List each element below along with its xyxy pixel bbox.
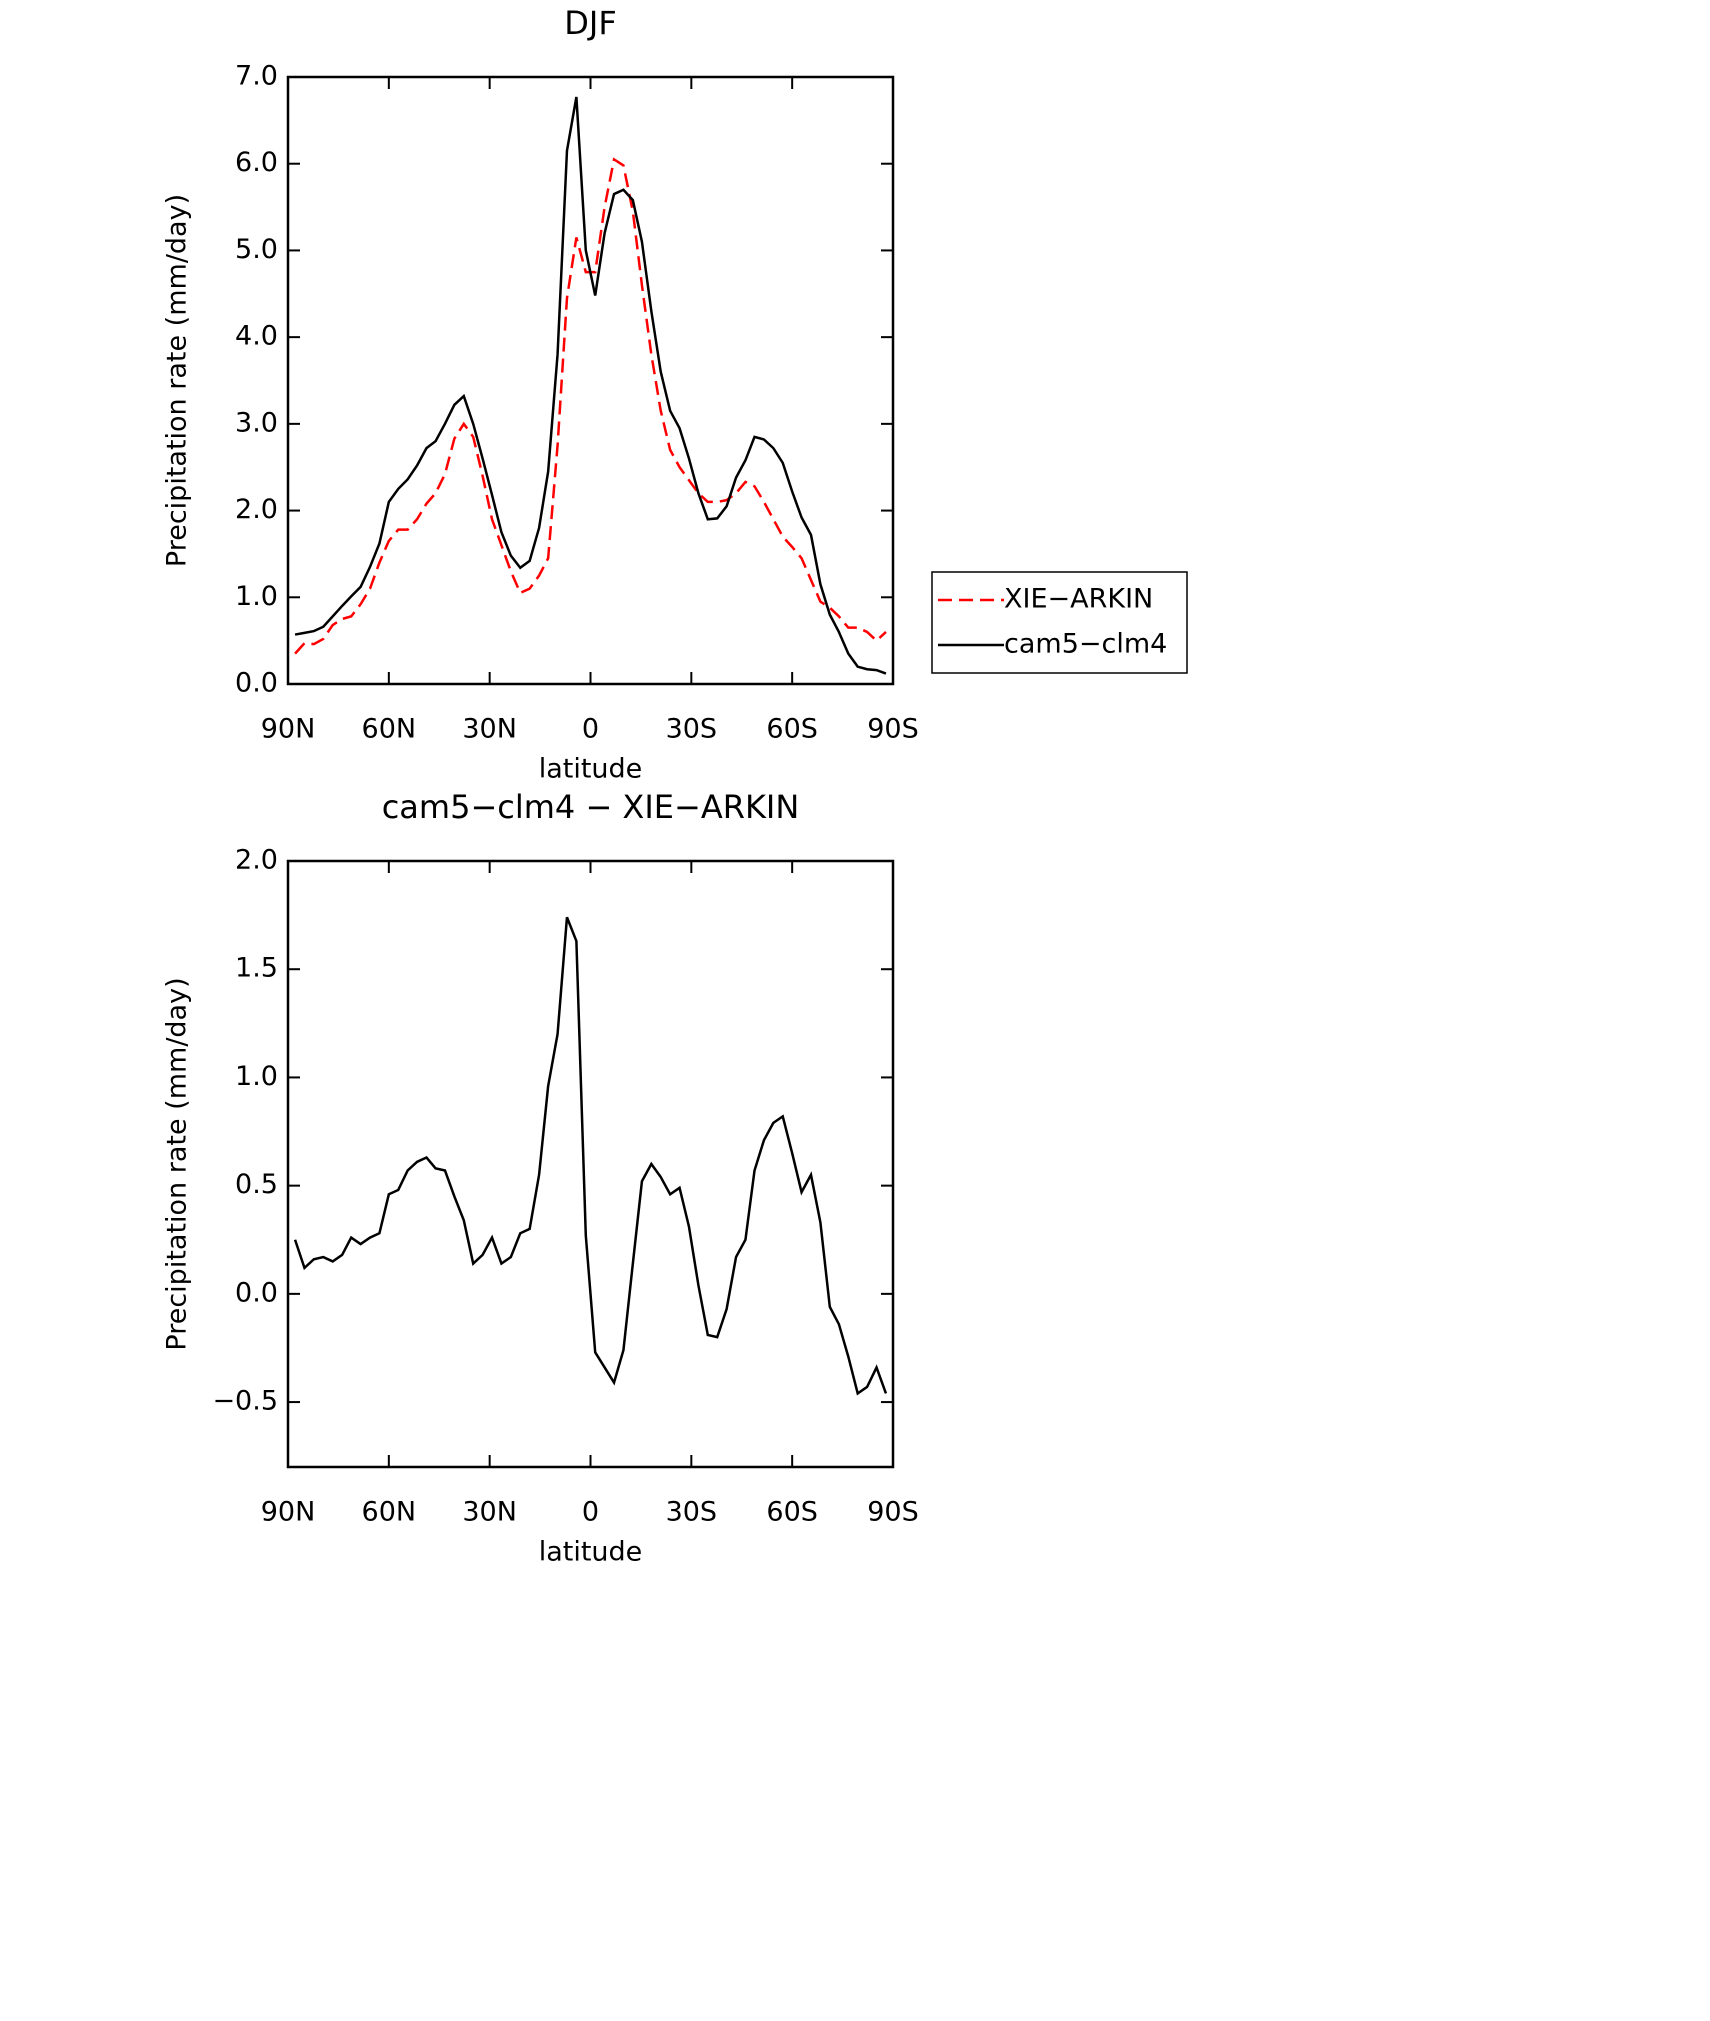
y-tick-label: 6.0 — [235, 147, 278, 178]
data-line — [294, 96, 887, 675]
x-tick-label: 60S — [766, 1497, 818, 1528]
x-tick-label: 60N — [362, 1497, 417, 1528]
legend-label: cam5−clm4 — [1004, 629, 1167, 660]
x-tick-label: 30N — [462, 1497, 517, 1528]
y-tick-label: 0.0 — [235, 668, 278, 699]
x-axis-label: latitude — [539, 1537, 643, 1568]
y-tick-label: 7.0 — [235, 61, 278, 92]
x-tick-label: 0 — [582, 1497, 599, 1528]
y-tick-label: 2.0 — [235, 494, 278, 525]
y-tick-label: 5.0 — [235, 234, 278, 265]
x-tick-label: 90N — [261, 714, 316, 745]
chart-title: cam5−clm4 − XIE−ARKIN — [382, 788, 800, 826]
y-tick-label: 0.5 — [235, 1169, 278, 1200]
chart-title: DJF — [564, 4, 616, 42]
y-tick-label: 2.0 — [235, 845, 278, 876]
y-tick-label: −0.5 — [212, 1386, 278, 1417]
y-tick-label: 1.0 — [235, 1061, 278, 1092]
y-tick-label: 0.0 — [235, 1277, 278, 1308]
plot-frame — [286, 75, 895, 686]
y-tick-label: 1.5 — [235, 953, 278, 984]
legend-box — [931, 571, 1188, 674]
y-tick-label: 4.0 — [235, 321, 278, 352]
x-tick-label: 90N — [261, 1497, 316, 1528]
y-axis-label: Precipitation rate (mm/day) — [162, 977, 193, 1350]
x-axis-label: latitude — [539, 754, 643, 785]
y-axis-label: Precipitation rate (mm/day) — [162, 194, 193, 567]
x-tick-label: 30S — [666, 1497, 718, 1528]
y-tick-label: 3.0 — [235, 407, 278, 438]
legend-label: XIE−ARKIN — [1004, 584, 1153, 615]
x-tick-label: 0 — [582, 714, 599, 745]
x-tick-label: 90S — [867, 1497, 919, 1528]
x-tick-label: 90S — [867, 714, 919, 745]
x-tick-label: 30S — [666, 714, 718, 745]
data-line — [294, 157, 887, 655]
plot-frame — [286, 859, 895, 1469]
x-tick-label: 30N — [462, 714, 517, 745]
x-tick-label: 60N — [362, 714, 417, 745]
data-line — [293, 916, 888, 1396]
x-tick-label: 60S — [766, 714, 818, 745]
y-tick-label: 1.0 — [235, 581, 278, 612]
